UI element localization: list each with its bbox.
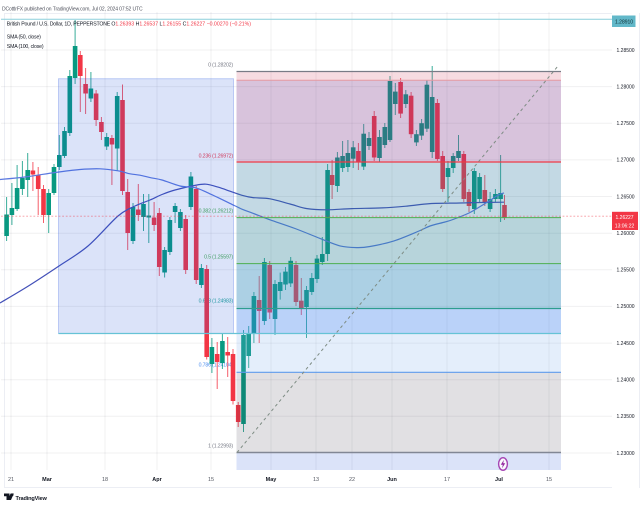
svg-text:SMA (100, close): SMA (100, close): [7, 44, 44, 50]
svg-text:18: 18: [102, 477, 108, 483]
svg-text:13:06:22: 13:06:22: [615, 223, 635, 229]
svg-text:22: 22: [349, 477, 355, 483]
svg-text:0.5 (1.25597): 0.5 (1.25597): [204, 255, 233, 261]
svg-text:1.23500: 1.23500: [617, 414, 635, 420]
svg-text:1.26500: 1.26500: [617, 194, 635, 200]
svg-text:1.27000: 1.27000: [617, 158, 635, 164]
svg-text:1.25000: 1.25000: [617, 304, 635, 310]
svg-text:1.23000: 1.23000: [617, 451, 635, 457]
svg-text:17: 17: [444, 477, 450, 483]
svg-text:13: 13: [313, 477, 319, 483]
svg-text:1.28000: 1.28000: [617, 84, 635, 90]
svg-text:1.28910: 1.28910: [615, 19, 633, 25]
svg-text:0.786 (1.24104): 0.786 (1.24104): [199, 363, 234, 369]
svg-text:1.26000: 1.26000: [617, 231, 635, 237]
svg-text:Apr: Apr: [152, 477, 162, 483]
svg-text:DCottlrFX published on Trading: DCottlrFX published on TradingView.com, …: [2, 7, 143, 13]
svg-text:TradingView: TradingView: [16, 496, 48, 502]
svg-text:SMA (50, close): SMA (50, close): [7, 35, 41, 41]
svg-text:21: 21: [8, 477, 14, 483]
svg-text:1.24000: 1.24000: [617, 378, 635, 384]
svg-text:1.26227: 1.26227: [616, 215, 634, 221]
svg-text:1 (1.22993): 1 (1.22993): [208, 443, 233, 449]
svg-text:0.382 (1.26212): 0.382 (1.26212): [199, 209, 234, 215]
svg-text:Mar: Mar: [42, 477, 53, 483]
svg-text:0 (1.28202): 0 (1.28202): [208, 62, 233, 68]
svg-text:1.24500: 1.24500: [617, 341, 635, 347]
svg-text:Jun: Jun: [387, 477, 397, 483]
svg-text:0.236 (1.26972): 0.236 (1.26972): [199, 153, 234, 159]
svg-text:15: 15: [208, 477, 214, 483]
svg-text:15: 15: [546, 477, 552, 483]
svg-text:British Pound / U.S. Dollar, 1: British Pound / U.S. Dollar, 1D, PEPPERS…: [7, 22, 251, 28]
svg-text:May: May: [266, 477, 278, 483]
svg-text:1.27500: 1.27500: [617, 121, 635, 127]
svg-text:1.25500: 1.25500: [617, 268, 635, 274]
svg-text:1.28500: 1.28500: [617, 48, 635, 54]
svg-text:Jul: Jul: [495, 477, 503, 483]
svg-text:0.618 (1.24983): 0.618 (1.24983): [199, 299, 234, 305]
